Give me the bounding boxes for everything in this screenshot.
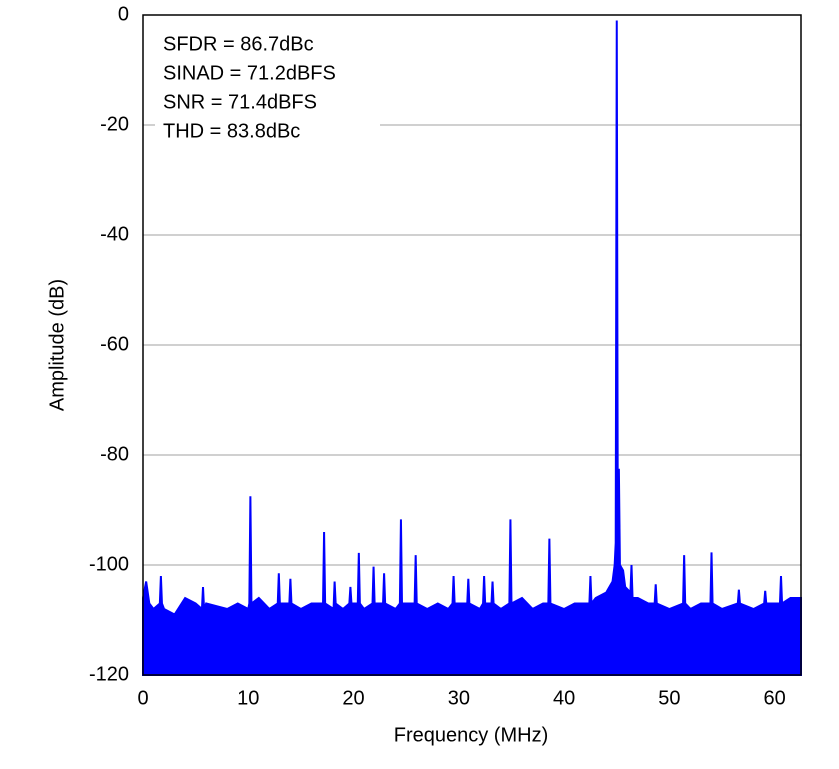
y-tick-label: 0	[118, 3, 129, 25]
annotation: SNR = 71.4dBFS	[163, 91, 317, 113]
x-tick-label: 40	[553, 687, 575, 709]
y-tick-label: -20	[100, 113, 129, 135]
y-tick-label: -120	[89, 663, 129, 685]
x-tick-label: 10	[237, 687, 259, 709]
annotation: SFDR = 86.7dBc	[163, 33, 314, 55]
y-tick-label: -40	[100, 223, 129, 245]
y-tick-label: -60	[100, 333, 129, 355]
x-axis-label: Frequency (MHz)	[394, 724, 548, 746]
annotation: SINAD = 71.2dBFS	[163, 62, 336, 84]
x-tick-label: 30	[448, 687, 470, 709]
plot	[142, 20, 802, 676]
labels: 0 -20 -40 -60 -80 -100 -120 0 10 20 30 40 50 60 SFDR =…	[89, 3, 786, 709]
y-axis-label: Amplitude (dB)	[46, 279, 68, 411]
x-tick-label: 60	[764, 687, 786, 709]
annotation-box	[155, 28, 380, 148]
spectrum	[142, 20, 802, 676]
y-tick-label: -100	[89, 553, 129, 575]
x-tick-label: 0	[137, 687, 148, 709]
plot-frame	[142, 14, 802, 676]
x-tick-label: 20	[342, 687, 364, 709]
y-tick-label: -80	[100, 443, 129, 465]
annotation: THD = 83.8dBc	[163, 120, 300, 142]
x-tick-label: 50	[658, 687, 680, 709]
